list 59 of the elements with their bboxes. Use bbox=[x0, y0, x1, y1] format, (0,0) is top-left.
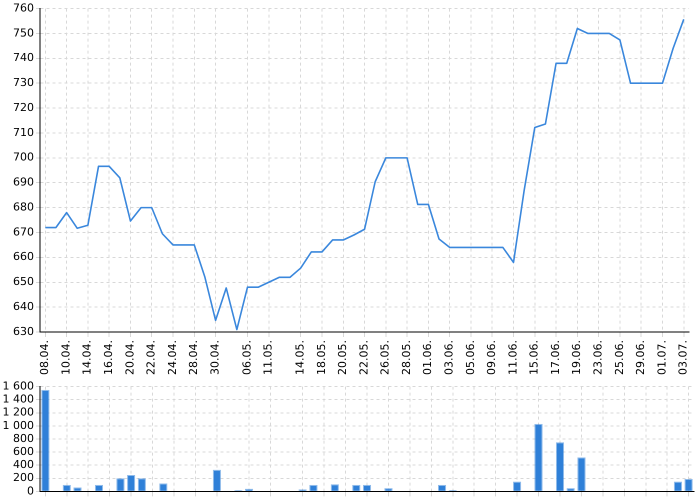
y-tick-label: 200 bbox=[13, 471, 34, 484]
x-tick-label: 01.07. bbox=[655, 340, 668, 376]
bar bbox=[534, 424, 543, 491]
x-tick-label: 28.05. bbox=[400, 340, 413, 376]
y-tick-label: 1 400 bbox=[2, 392, 34, 406]
x-tick-label: 11.05. bbox=[262, 340, 275, 376]
x-tick-label: 29.06. bbox=[634, 340, 648, 376]
x-tick-label: 20.04. bbox=[123, 340, 136, 376]
bar bbox=[41, 390, 50, 491]
y-tick-label: 1 600 bbox=[2, 379, 34, 392]
bar bbox=[127, 475, 136, 491]
y-tick-label: 800 bbox=[13, 432, 34, 445]
x-tick-label: 14.05. bbox=[294, 340, 307, 376]
x-tick-label: 20.05. bbox=[336, 340, 350, 376]
y-tick-label: 670 bbox=[13, 225, 34, 238]
y-tick-label: 730 bbox=[13, 76, 34, 90]
y-tick-label: 700 bbox=[13, 150, 34, 164]
y-tick-label: 690 bbox=[13, 176, 34, 189]
y-tick-label: 1 000 bbox=[2, 418, 34, 432]
x-tick-label: 10.04. bbox=[59, 340, 72, 376]
x-tick-label: 28.04. bbox=[187, 340, 200, 376]
y-tick-label: 1 200 bbox=[2, 406, 34, 419]
x-tick-label: 01.06. bbox=[421, 340, 434, 376]
y-tick-label: 710 bbox=[13, 126, 34, 139]
x-tick-label: 05.06. bbox=[464, 340, 477, 376]
x-tick-label: 03.06. bbox=[442, 340, 456, 376]
x-tick-label: 22.04. bbox=[144, 340, 158, 376]
x-tick-label: 03.07. bbox=[676, 340, 690, 376]
bar bbox=[556, 442, 564, 491]
x-tick-label: 15.06. bbox=[528, 340, 541, 376]
x-tick-label: 11.06. bbox=[506, 340, 520, 376]
y-tick-label: 720 bbox=[13, 100, 34, 114]
x-tick-label: 30.04. bbox=[208, 340, 222, 376]
x-tick-label: 18.05. bbox=[314, 340, 328, 376]
y-tick-label: 750 bbox=[13, 26, 34, 40]
x-tick-label: 23.06. bbox=[591, 340, 604, 376]
x-tick-label: 17.06. bbox=[548, 340, 562, 376]
x-tick-label: 06.05. bbox=[240, 340, 254, 376]
x-tick-label: 08.04. bbox=[38, 340, 52, 376]
bar bbox=[577, 457, 586, 491]
y-tick-label: 740 bbox=[13, 51, 34, 64]
x-tick-label: 24.04. bbox=[166, 340, 179, 376]
y-tick-label: 630 bbox=[13, 324, 34, 338]
y-tick-label: 0 bbox=[27, 484, 34, 498]
x-tick-label: 25.06. bbox=[612, 340, 626, 376]
bar bbox=[212, 470, 221, 491]
y-tick-label: 400 bbox=[13, 458, 34, 472]
y-tick-label: 760 bbox=[13, 1, 34, 14]
y-tick-label: 650 bbox=[13, 275, 34, 288]
x-tick-label: 22.05. bbox=[357, 340, 370, 376]
y-tick-label: 660 bbox=[13, 250, 34, 264]
y-tick-label: 600 bbox=[13, 444, 34, 458]
y-tick-label: 640 bbox=[13, 300, 34, 313]
x-tick-label: 09.06. bbox=[485, 340, 498, 376]
y-tick-label: 680 bbox=[13, 200, 34, 214]
x-tick-label: 16.04. bbox=[102, 340, 116, 376]
x-tick-label: 26.05. bbox=[378, 340, 392, 376]
x-tick-label: 14.04. bbox=[80, 340, 94, 376]
x-tick-label: 19.06. bbox=[570, 340, 584, 376]
